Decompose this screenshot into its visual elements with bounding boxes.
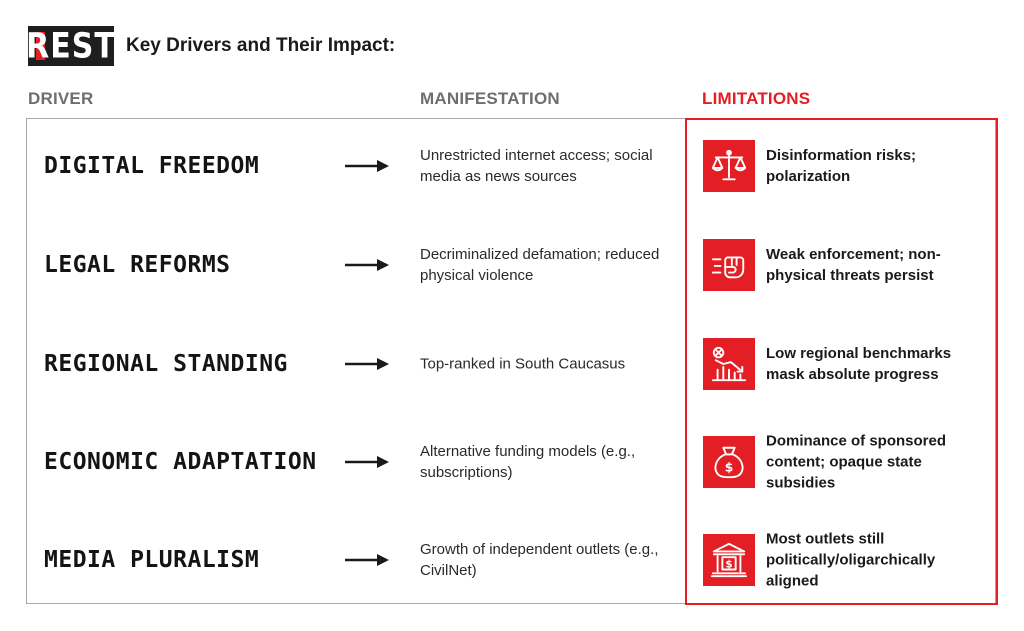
limitation-text: Low regional benchmarks mask absolute pr… [766, 345, 952, 383]
arrow-right-icon [345, 358, 389, 370]
svg-text:$: $ [725, 559, 732, 571]
column-header-manifestation: MANIFESTATION [420, 89, 560, 108]
fist-icon [703, 239, 755, 291]
driver-name: LEGAL REFORMS [44, 252, 231, 278]
column-header-driver: DRIVER [28, 89, 94, 108]
driver-name: MEDIA PLURALISM [44, 547, 260, 573]
limitation-text: Weak enforcement; non-physical threats p… [766, 246, 941, 284]
header: REST Key Drivers and Their Impact: [26, 25, 396, 67]
table-row: ECONOMIC ADAPTATION Alternative funding … [0, 416, 1024, 508]
driver-name: REGIONAL STANDING [44, 351, 288, 377]
logo-accent-bar [36, 32, 45, 60]
manifestation-text: Unrestricted internet access; social med… [420, 147, 653, 185]
table-row: DIGITAL FREEDOM Unrestricted internet ac… [0, 120, 1024, 212]
limitations-frame [685, 118, 998, 605]
column-header-limitations: LIMITATIONS [702, 89, 811, 108]
table-row: LEGAL REFORMS Decriminalized defamation;… [0, 219, 1024, 311]
manifestation-text: Top-ranked in South Caucasus [420, 355, 626, 373]
arrow-right-icon [345, 554, 389, 566]
driver-name: DIGITAL FREEDOM [44, 153, 260, 179]
arrow-right-icon [345, 259, 389, 271]
page-title: Key Drivers and Their Impact: [126, 35, 396, 56]
money-bag-icon: $ [703, 436, 755, 488]
table-row: REGIONAL STANDING Top-ranked in South Ca… [0, 318, 1024, 410]
manifestation-text: Decriminalized defamation; reduced physi… [420, 246, 660, 284]
logo-text: REST [26, 25, 116, 67]
scales-icon [703, 140, 755, 192]
limitation-text: Disinformation risks; polarization [766, 147, 917, 185]
limitation-text: Most outlets still politically/oligarchi… [766, 530, 936, 590]
declining-chart-icon [703, 338, 755, 390]
manifestation-text: Alternative funding models (e.g., subscr… [420, 443, 636, 481]
table-frame [26, 118, 996, 604]
limitation-text: Dominance of sponsored content; opaque s… [766, 432, 947, 492]
manifestation-text: Growth of independent outlets (e.g., Civ… [420, 541, 659, 579]
bank-icon: $ [703, 534, 755, 586]
svg-text:$: $ [725, 461, 734, 475]
driver-name: ECONOMIC ADAPTATION [44, 449, 317, 475]
table-row: MEDIA PLURALISM Growth of independent ou… [0, 514, 1024, 606]
arrow-right-icon [345, 456, 389, 468]
rest-logo: REST [26, 25, 116, 67]
arrow-right-icon [345, 160, 389, 172]
